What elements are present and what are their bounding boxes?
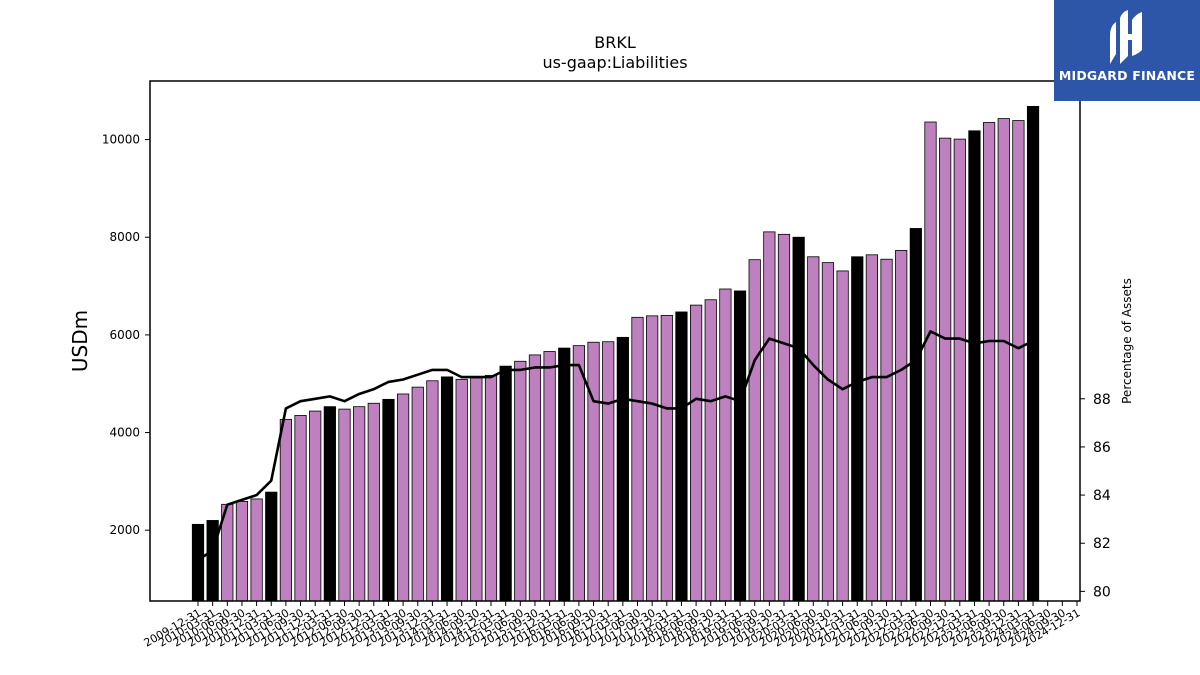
bar-23 bbox=[528, 354, 542, 602]
y-tick-label-right-0: 80 bbox=[1093, 584, 1111, 600]
y-tick-label-right-3: 86 bbox=[1093, 440, 1111, 456]
bar-19 bbox=[470, 377, 483, 602]
bar-54 bbox=[983, 122, 996, 602]
bar-17 bbox=[440, 376, 454, 602]
bar-46 bbox=[865, 254, 879, 602]
bar-36 bbox=[719, 288, 732, 602]
bar-38 bbox=[748, 259, 761, 602]
bar-9 bbox=[323, 406, 336, 602]
bar-29 bbox=[616, 336, 629, 602]
y-axis-left: 2000 4000 6000 8000 10000 bbox=[102, 133, 150, 537]
bar-45 bbox=[851, 256, 864, 602]
bar-7 bbox=[294, 415, 307, 602]
bar-5 bbox=[265, 491, 278, 602]
bar-1 bbox=[206, 520, 219, 602]
bar-47 bbox=[880, 258, 893, 602]
y-tick-label-left-1: 4000 bbox=[109, 426, 140, 440]
y-axis-right: 80 82 84 86 88 bbox=[1080, 392, 1111, 600]
chart-subtitle: us-gaap:Liabilities bbox=[542, 53, 687, 72]
bar-57 bbox=[1026, 105, 1040, 602]
bar-21 bbox=[499, 365, 512, 602]
bar-26 bbox=[572, 345, 586, 602]
y-tick-label-left-4: 10000 bbox=[102, 133, 140, 147]
bar-51 bbox=[939, 137, 952, 602]
bar-32 bbox=[660, 314, 673, 602]
y-axis-title-left: USDm bbox=[68, 310, 92, 372]
bar-22 bbox=[514, 360, 527, 602]
bar-42 bbox=[807, 256, 820, 602]
bar-24 bbox=[543, 351, 556, 602]
bar-44 bbox=[836, 270, 849, 602]
y-tick-label-right-2: 84 bbox=[1093, 488, 1111, 504]
bar-12 bbox=[367, 402, 380, 602]
bar-30 bbox=[631, 316, 644, 602]
bar-4 bbox=[250, 498, 263, 602]
y-tick-label-right-1: 82 bbox=[1093, 536, 1111, 552]
y-tick-label-right-4: 88 bbox=[1093, 392, 1111, 408]
bar-20 bbox=[484, 375, 498, 602]
bar-52 bbox=[953, 138, 966, 602]
plot-frame bbox=[149, 80, 1081, 602]
bar-8 bbox=[309, 410, 322, 602]
bar-35 bbox=[704, 299, 717, 602]
bar-15 bbox=[411, 386, 424, 602]
logo-text: MIDGARD FINANCE bbox=[1058, 68, 1196, 83]
bar-41 bbox=[792, 236, 805, 602]
bar-6 bbox=[279, 418, 293, 602]
bar-10 bbox=[338, 408, 351, 602]
logo-mark-icon bbox=[1110, 10, 1142, 64]
y-axis-title-right: Percentage of Assets bbox=[1120, 278, 1134, 404]
bar-13 bbox=[382, 398, 395, 602]
y-tick-label-left-2: 6000 bbox=[109, 328, 140, 342]
y-tick-label-left-0: 2000 bbox=[109, 523, 140, 537]
bar-33 bbox=[675, 311, 688, 602]
bar-11 bbox=[353, 406, 366, 602]
bar-14 bbox=[396, 393, 410, 602]
bar-49 bbox=[909, 228, 922, 602]
bar-50 bbox=[924, 121, 937, 602]
line-layer bbox=[197, 330, 1034, 562]
bar-40 bbox=[777, 233, 791, 602]
bar-18 bbox=[455, 378, 468, 602]
bars-layer bbox=[191, 105, 1040, 602]
y-tick-label-left-3: 8000 bbox=[109, 230, 140, 244]
bar-27 bbox=[587, 341, 600, 602]
bar-28 bbox=[602, 341, 615, 602]
x-axis: 2009-12-312010-03-312010-06-302010-09-30… bbox=[142, 601, 1083, 650]
bar-48 bbox=[895, 250, 908, 602]
bar-55 bbox=[997, 118, 1010, 602]
bar-37 bbox=[733, 290, 747, 602]
bar-39 bbox=[763, 231, 776, 602]
bar-3 bbox=[235, 500, 249, 602]
line-percentage-of-assets bbox=[197, 330, 1034, 562]
chart-title: BRKL bbox=[594, 33, 636, 52]
bar-0 bbox=[191, 523, 205, 602]
bar-56 bbox=[1012, 120, 1025, 602]
bar-16 bbox=[426, 380, 439, 602]
logo: MIDGARD FINANCE bbox=[1054, 0, 1200, 101]
bar-34 bbox=[690, 304, 703, 602]
bar-43 bbox=[821, 262, 835, 602]
bar-25 bbox=[558, 347, 571, 602]
bar-31 bbox=[646, 315, 659, 602]
bar-53 bbox=[968, 130, 981, 602]
